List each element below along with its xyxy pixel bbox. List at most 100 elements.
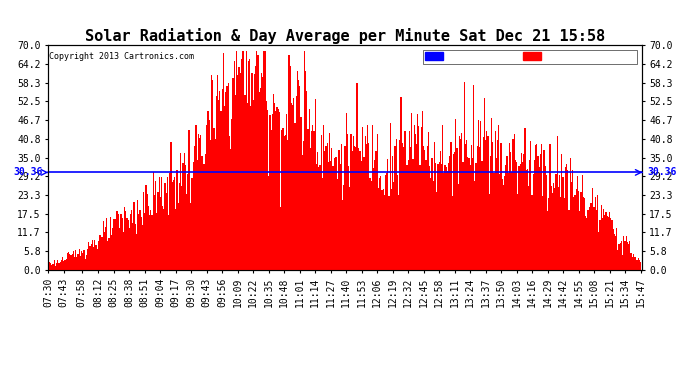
Bar [339, 164, 341, 270]
Bar [322, 178, 323, 270]
Bar [182, 163, 184, 270]
Bar [229, 136, 230, 270]
Bar [386, 172, 387, 270]
Bar [538, 156, 539, 270]
Bar [529, 160, 531, 270]
Bar [502, 179, 503, 270]
Bar [87, 249, 88, 270]
Bar [156, 213, 157, 270]
Bar [607, 216, 608, 270]
Bar [298, 81, 299, 270]
Bar [347, 134, 348, 270]
Bar [395, 139, 397, 270]
Bar [225, 92, 226, 270]
Bar [552, 193, 553, 270]
Bar [103, 220, 104, 270]
Bar [521, 153, 522, 270]
Bar [448, 164, 449, 270]
Bar [133, 201, 135, 270]
Bar [243, 51, 244, 270]
Bar [172, 180, 174, 270]
Bar [413, 125, 415, 270]
Bar [266, 101, 267, 270]
Bar [121, 218, 123, 270]
Bar [213, 128, 215, 270]
Bar [137, 200, 138, 270]
Bar [384, 195, 385, 270]
Bar [566, 164, 567, 270]
Bar [364, 136, 366, 270]
Bar [306, 92, 308, 270]
Bar [392, 156, 393, 270]
Bar [546, 175, 547, 270]
Bar [107, 241, 108, 270]
Bar [317, 152, 318, 270]
Bar [69, 254, 70, 270]
Bar [261, 72, 262, 270]
Bar [257, 55, 259, 270]
Bar [593, 207, 595, 270]
Bar [587, 210, 589, 270]
Bar [93, 247, 94, 270]
Bar [635, 257, 636, 270]
Bar [187, 174, 188, 270]
Bar [578, 191, 579, 270]
Bar [142, 225, 143, 270]
Bar [112, 228, 113, 270]
Bar [241, 58, 242, 270]
Bar [475, 163, 477, 270]
Bar [274, 103, 275, 270]
Bar [539, 167, 540, 270]
Bar [70, 255, 72, 270]
Bar [286, 114, 287, 270]
Bar [359, 152, 360, 270]
Bar [366, 144, 367, 270]
Bar [598, 232, 600, 270]
Bar [228, 83, 229, 270]
Bar [326, 143, 328, 270]
Bar [55, 266, 56, 270]
Bar [92, 240, 93, 270]
Bar [104, 232, 105, 270]
Bar [487, 136, 489, 270]
Bar [143, 192, 144, 270]
Bar [206, 125, 208, 270]
Bar [585, 216, 586, 270]
Bar [474, 181, 475, 270]
Bar [531, 195, 533, 270]
Bar [398, 195, 400, 270]
Bar [357, 148, 359, 270]
Bar [335, 157, 336, 270]
Bar [346, 113, 347, 270]
Bar [558, 187, 559, 270]
Bar [368, 143, 369, 270]
Bar [608, 217, 609, 270]
Bar [83, 250, 85, 270]
Bar [592, 188, 593, 270]
Bar [500, 143, 502, 270]
Bar [493, 172, 495, 270]
Bar [436, 192, 437, 270]
Bar [515, 159, 516, 270]
Bar [400, 97, 402, 270]
Bar [52, 264, 54, 270]
Bar [74, 257, 75, 270]
Bar [61, 261, 62, 270]
Bar [626, 236, 627, 270]
Bar [233, 78, 234, 270]
Bar [611, 220, 613, 270]
Bar [161, 177, 162, 270]
Bar [192, 178, 193, 270]
Bar [186, 194, 187, 270]
Bar [119, 228, 120, 270]
Bar [77, 254, 79, 270]
Bar [426, 146, 428, 270]
Bar [175, 209, 177, 270]
Bar [624, 241, 626, 270]
Bar [210, 140, 211, 270]
Bar [138, 214, 139, 270]
Bar [549, 144, 551, 270]
Bar [185, 165, 186, 270]
Bar [404, 131, 405, 270]
Bar [180, 153, 181, 270]
